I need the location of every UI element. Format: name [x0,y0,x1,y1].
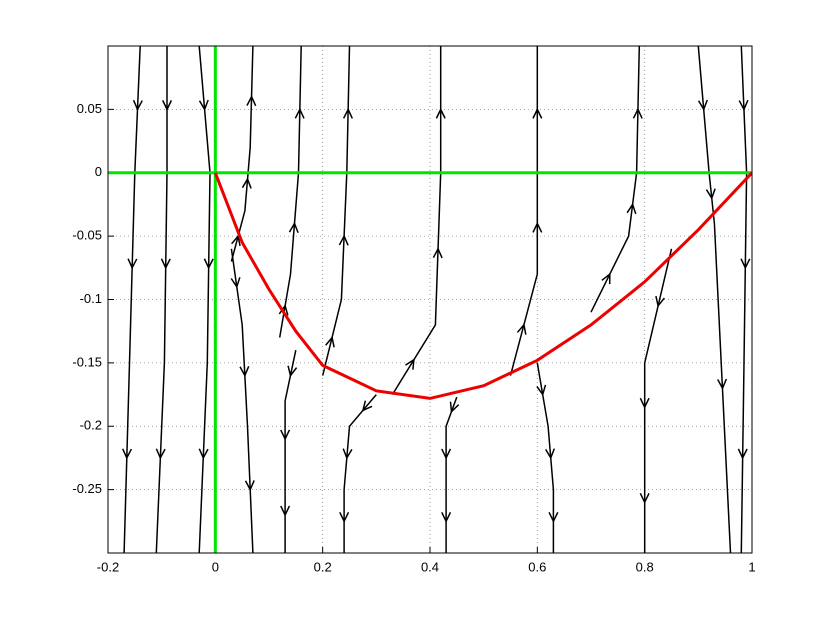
y-tick-label: -0.25 [72,481,102,496]
arrow-head [339,511,350,524]
arrow-head [325,335,335,348]
y-tick-label: -0.2 [80,418,102,433]
arrow-head [405,358,415,370]
y-tick-label: -0.1 [80,291,102,306]
arrow-head [287,365,298,378]
arrow-head [132,99,143,112]
x-tick-label: -0.2 [97,559,119,574]
arrow-head [432,247,443,259]
y-tick-label: 0.05 [77,101,102,116]
curve [213,171,752,400]
arrow-head [705,188,716,200]
arrow-head [632,107,643,119]
arrow-head [697,99,708,112]
arrow-head [740,258,751,270]
y-tick-label: -0.05 [72,228,102,243]
arrow-head [198,448,209,460]
x-tick-label: 0.6 [528,559,546,574]
arrow-head [626,202,637,215]
y-tick-label: 0 [95,164,102,179]
arrow-head [244,480,255,492]
x-tick-label: 0.8 [636,559,654,574]
arrow-head [601,272,611,285]
arrow-head [639,492,650,505]
arrow-head [280,429,291,441]
axes-box [107,45,753,554]
x-tick-label: 1 [748,559,755,574]
arrow-head [288,221,299,234]
arrow-head [198,99,209,112]
arrow-head [532,107,543,119]
x-tick-label: 0.2 [314,559,332,574]
arrow-head [717,378,728,390]
arrow-head [441,511,452,524]
arrow-head [449,401,460,414]
arrow-head [160,258,171,270]
arrow-head [536,384,547,397]
x-tick-label: 0.4 [421,559,439,574]
arrow-head [639,397,650,409]
x-tick-label: 0 [212,559,219,574]
arrow-head [246,94,257,107]
arrow-head [338,234,349,246]
arrow-head [162,100,173,112]
arrow-head [280,505,291,517]
arrow-head [548,511,559,524]
arrow-head [361,400,373,412]
arrow-head [737,448,748,460]
arrow-head [532,221,543,233]
arrow-head [655,295,665,308]
arrow-head [294,107,305,119]
arrow-head [435,107,446,119]
y-tick-label: -0.15 [72,354,102,369]
arrow-head [203,258,214,270]
arrow-head [239,366,250,378]
arrow-head [342,107,353,119]
arrow-head [127,258,138,270]
arrow-head [155,448,166,460]
arrow-head [122,448,133,460]
arrow-head [545,448,556,460]
arrow-head [738,99,749,112]
arrow-head [342,448,353,460]
arrow-head [241,177,252,189]
arrow-head [516,323,527,335]
arrow-head [230,277,241,289]
arrow-head [441,448,452,460]
arrow-head [278,304,289,316]
